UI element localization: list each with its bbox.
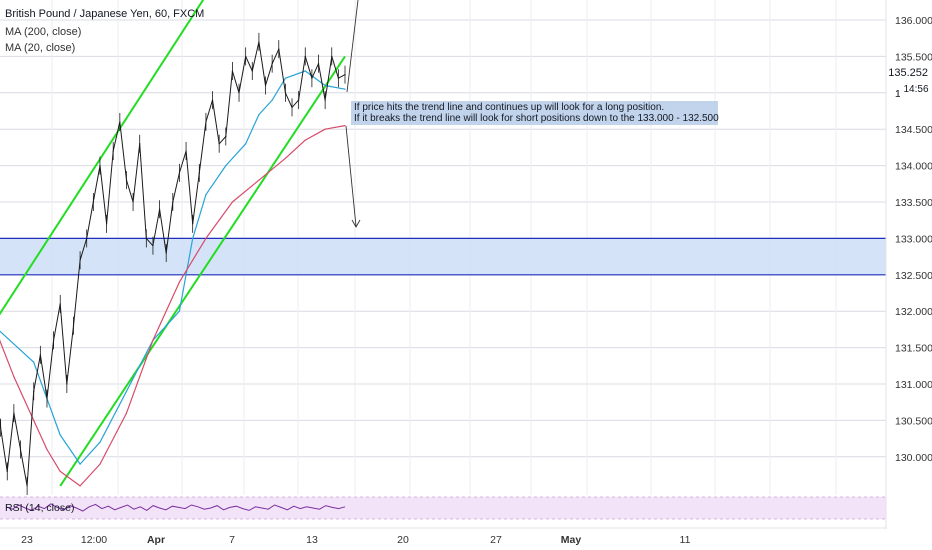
annotation-arrows [345,0,361,228]
series-ma20-point [284,77,286,79]
y-tick-10: 131.000 [895,379,932,391]
rsi-line [5,503,346,512]
chart-title: British Pound / Japanese Yen, 60, FXCM [5,8,205,20]
x-tick-6: 27 [490,534,502,546]
series-ma200-point [304,139,306,141]
series-ma200-point [99,463,101,465]
x-tick-4: 13 [306,534,318,546]
y-tick-11: 130.500 [895,415,932,427]
series-ma200-point [33,419,35,421]
rsi-pane: RSI (14, close) [0,496,886,520]
arrow-up-line [346,0,359,93]
series-ma20-point [59,434,61,436]
trend-line-1 [59,55,346,487]
series-ma20-point [192,237,194,239]
trend-lines [0,0,346,487]
y-tick-0: 136.000 [895,15,932,27]
y-tick-8: 132.000 [895,306,932,318]
trend-line-0 [0,0,205,316]
support-zone [0,238,886,275]
x-tick-8: 11 [680,534,691,546]
y-tick-12: 130.000 [895,452,932,464]
series-ma20-point [304,70,306,72]
x-tick-0: 23 [21,534,33,546]
y-tick-9: 131.500 [895,343,932,355]
x-tick-1: 12:00 [81,534,107,546]
series-ma20-point [125,390,128,392]
series-ma20-point [245,143,247,145]
y-tick-4: 134.000 [895,161,932,173]
rsi-label: RSI (14, close) [5,502,74,514]
legend-ma20[interactable]: MA (20, close) [5,42,76,54]
y-tick-1: 135.500 [895,51,932,63]
series-ma20-point [258,114,260,116]
legend-ma200[interactable]: MA (200, close) [5,26,82,38]
last-price-value: 135.252 [888,67,928,79]
last-price-label: 135.252 [887,67,932,81]
series-group [0,32,346,495]
series-price [0,41,346,487]
series-ma20-point [324,84,326,87]
series-ma20-point [79,463,81,465]
series-ma200-point [125,412,128,414]
series-ma20-point [178,310,181,312]
series-ma20-point [344,88,346,90]
x-tick-7: May [561,534,582,546]
y-tick-hidden: 1 [895,88,901,100]
series-ma200-point [284,157,286,159]
series-ma20-point [99,441,101,443]
series-ma20-point [225,165,227,167]
arrow-down-head [351,219,361,228]
arrow-down-line [345,125,357,227]
series-ma200-point [324,128,326,130]
y-tick-7: 132.500 [895,270,932,282]
annotation-note[interactable]: If price hits the trend line and continu… [351,101,719,125]
series-ma200-point [13,376,15,378]
series-ma200-point [258,179,260,181]
series-ma20 [0,70,346,465]
rsi-band [0,497,886,519]
series-ma200-point [59,470,61,472]
series-ma200-point [178,281,181,283]
countdown-label: 14:56 [900,84,932,97]
series-ma200-point [46,448,48,451]
series-ma200-point [344,124,346,127]
series-ma200-point [205,237,207,239]
x-tick-2: Apr [147,534,165,546]
x-axis: 23 12:00 Apr 7 13 20 27 May 11 [0,527,886,546]
annotation-line-1: If price hits the trend line and continu… [354,102,665,113]
series-ma20-point [205,194,207,196]
y-tick-6: 133.000 [895,233,932,245]
series-ma200-point [79,485,81,487]
y-tick-3: 134.500 [895,124,932,136]
series-ma20-point [271,99,273,101]
series-ma20-point [33,361,35,363]
series-ma200-point [152,339,154,341]
x-tick-5: 20 [397,534,409,546]
series-ma200-point [231,201,234,203]
annotation-line-2: If it breaks the trend line will look fo… [354,113,719,124]
x-tick-3: 7 [229,534,235,546]
y-tick-5: 133.500 [895,197,932,209]
